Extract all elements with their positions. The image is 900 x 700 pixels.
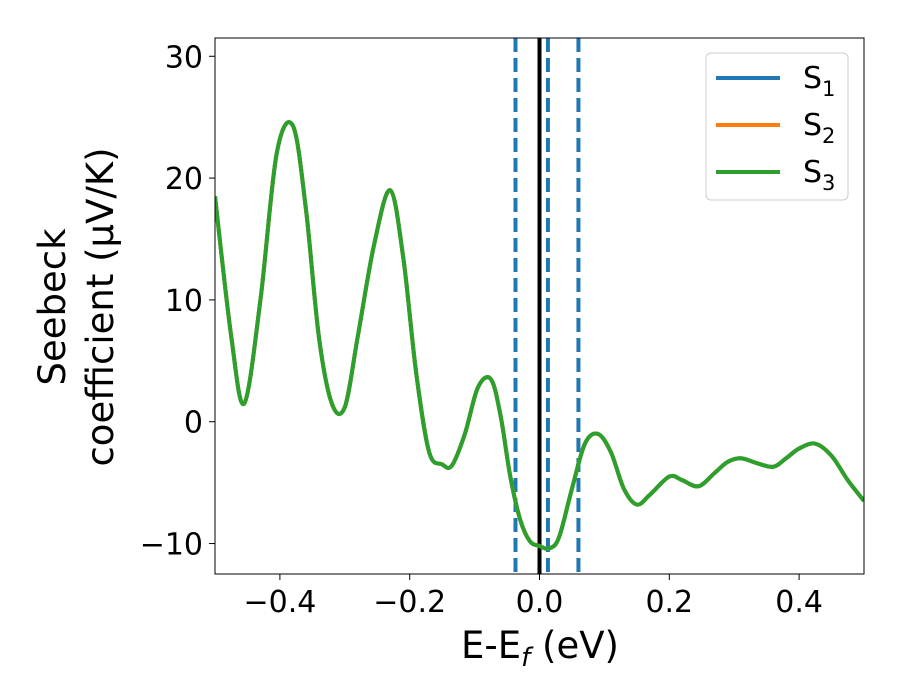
y-tick-label: 20 [165,162,203,197]
x-tick-label: −0.2 [373,585,446,620]
y-tick-label: −10 [140,528,203,563]
x-tick-label: 0.4 [775,585,823,620]
x-tick-label: −0.4 [243,585,316,620]
y-tick-label: 0 [184,406,203,441]
x-tick-label: 0.0 [516,585,564,620]
vertical-reference-lines [513,38,581,574]
x-axis-label-rest: (eV) [530,624,619,667]
legend: S1 S2 S3 [705,52,849,201]
y-tick-label: 10 [165,284,203,319]
x-axis-label: E-Ef (eV) [461,624,619,673]
y-tick-label: 30 [165,40,203,75]
y-axis-label-line1: Seebeck [31,228,74,386]
series-line-3 [215,120,864,551]
legend-label-1: S1 [803,61,835,101]
series-layer [215,120,864,551]
x-axis-label-main: E-E [461,624,521,667]
legend-label-2: S2 [803,108,835,148]
y-axis-label: Seebeck coefficient (μV/K) [31,147,122,466]
x-axis-ticks: −0.4 −0.2 0.0 0.2 0.4 [243,574,823,620]
y-axis-ticks: −10 0 10 20 30 [140,40,215,563]
y-axis-label-line2: coefficient (μV/K) [79,147,122,466]
x-tick-label: 0.2 [645,585,693,620]
legend-label-3: S3 [803,155,835,195]
